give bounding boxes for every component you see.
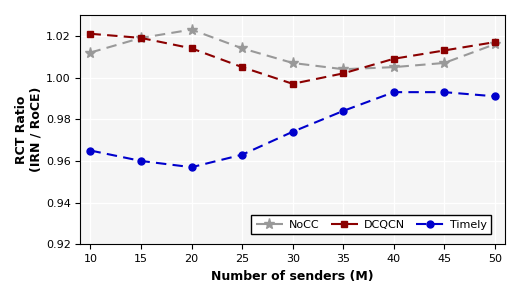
DCQCN — [138, 36, 144, 40]
DCQCN — [239, 65, 245, 69]
Line: NoCC: NoCC — [85, 24, 500, 75]
NoCC — [87, 51, 94, 54]
Line: DCQCN: DCQCN — [87, 30, 498, 87]
NoCC — [492, 42, 498, 46]
Y-axis label: RCT Ratio
(IRN / RoCE): RCT Ratio (IRN / RoCE) — [15, 87, 43, 172]
DCQCN — [391, 57, 397, 60]
Timely — [188, 165, 194, 169]
Timely — [87, 149, 94, 152]
NoCC — [188, 28, 194, 31]
DCQCN — [441, 49, 447, 52]
Timely — [492, 94, 498, 98]
Timely — [340, 109, 346, 113]
Legend: NoCC, DCQCN, Timely: NoCC, DCQCN, Timely — [251, 215, 491, 234]
DCQCN — [87, 32, 94, 35]
DCQCN — [492, 40, 498, 44]
NoCC — [340, 67, 346, 71]
NoCC — [290, 61, 296, 65]
Line: Timely: Timely — [87, 89, 498, 171]
NoCC — [138, 36, 144, 40]
NoCC — [441, 61, 447, 65]
DCQCN — [290, 82, 296, 86]
Timely — [290, 130, 296, 134]
DCQCN — [188, 46, 194, 50]
DCQCN — [340, 72, 346, 75]
Timely — [239, 153, 245, 156]
X-axis label: Number of senders (M): Number of senders (M) — [211, 270, 374, 283]
NoCC — [239, 46, 245, 50]
Timely — [391, 90, 397, 94]
Timely — [138, 159, 144, 163]
Timely — [441, 90, 447, 94]
NoCC — [391, 65, 397, 69]
